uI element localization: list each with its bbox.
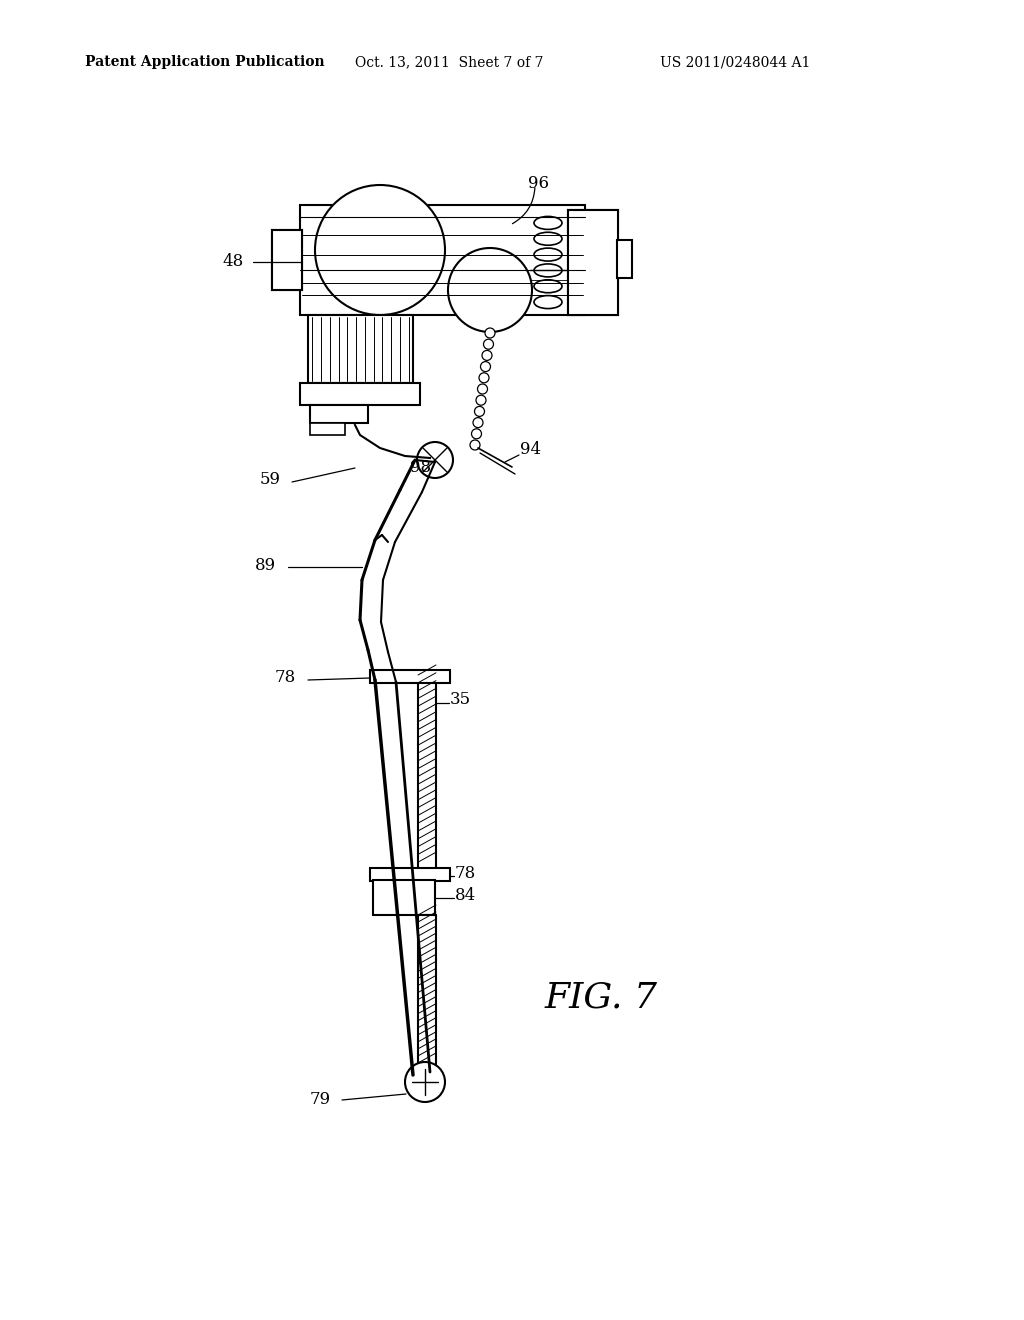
Circle shape [473,417,483,428]
Circle shape [470,440,480,450]
Circle shape [474,407,484,416]
Text: 48: 48 [222,253,244,271]
Text: US 2011/0248044 A1: US 2011/0248044 A1 [660,55,810,69]
Text: 89: 89 [255,557,276,573]
Circle shape [483,339,494,350]
Circle shape [485,327,495,338]
Circle shape [315,185,445,315]
Text: 84: 84 [455,887,476,904]
Circle shape [480,362,490,372]
Text: 79: 79 [310,1092,331,1109]
Bar [617,240,632,279]
Text: 96: 96 [528,176,549,191]
Bar [418,675,436,870]
Bar [373,880,435,915]
Circle shape [482,350,492,360]
Text: FIG. 7: FIG. 7 [545,979,658,1014]
Bar [568,210,618,315]
Bar [272,230,302,290]
Text: 59: 59 [260,471,281,488]
Circle shape [479,372,489,383]
Circle shape [477,384,487,393]
Circle shape [449,248,532,333]
Bar [300,383,420,405]
Circle shape [417,442,453,478]
Text: 78: 78 [275,669,296,686]
Circle shape [471,429,481,438]
Text: Oct. 13, 2011  Sheet 7 of 7: Oct. 13, 2011 Sheet 7 of 7 [355,55,544,69]
Bar [370,869,450,880]
Text: 94: 94 [520,441,541,458]
Bar [310,405,368,422]
Text: 78: 78 [455,866,476,883]
Circle shape [476,395,486,405]
Text: Patent Application Publication: Patent Application Publication [85,55,325,69]
Bar [300,205,585,315]
Text: 35: 35 [450,692,471,709]
Bar [308,315,413,383]
Circle shape [406,1063,445,1102]
Bar [310,422,345,436]
Bar [272,230,302,290]
Bar [418,915,436,1071]
Text: 98: 98 [410,459,431,477]
Bar [370,671,450,682]
Bar [568,210,618,315]
